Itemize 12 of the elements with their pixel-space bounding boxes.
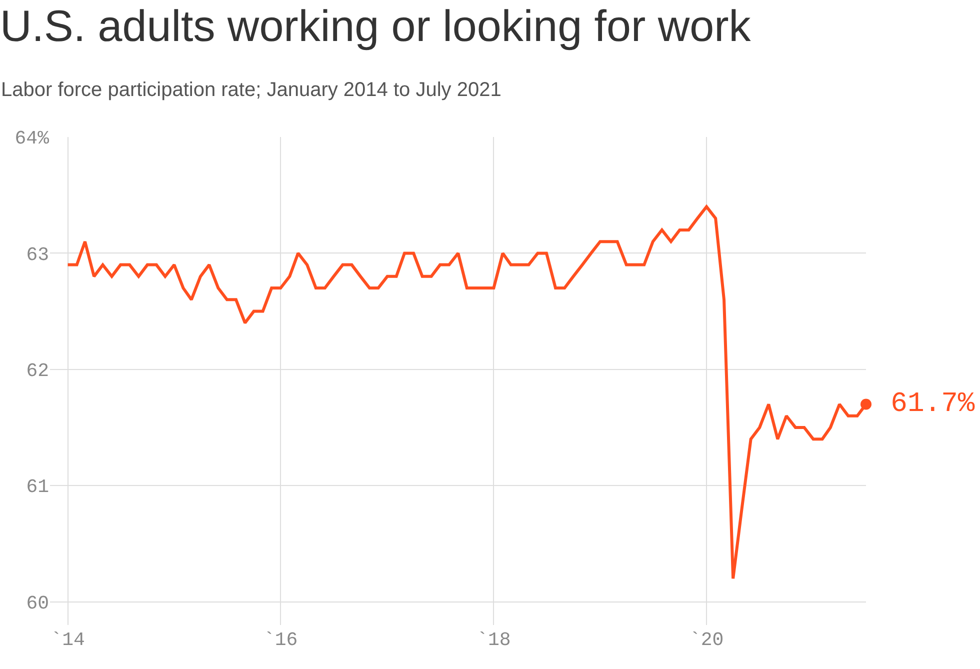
x-tick-label: `20 bbox=[689, 629, 724, 651]
y-tick-label: 60 bbox=[26, 592, 49, 614]
y-tick-label: 61 bbox=[26, 476, 49, 498]
x-tick-label: `14 bbox=[50, 629, 85, 651]
chart-title: U.S. adults working or looking for work bbox=[0, 2, 752, 51]
x-tick-label: `16 bbox=[263, 629, 298, 651]
y-tick-label: 64% bbox=[14, 128, 50, 150]
chart-subtitle: Labor force participation rate; January 2014 to July 2021 bbox=[1, 79, 502, 101]
x-tick-label: `18 bbox=[476, 629, 511, 651]
y-tick-label: 62 bbox=[26, 360, 49, 382]
y-tick-label: 63 bbox=[26, 244, 49, 266]
annotation: 61.7% bbox=[874, 389, 975, 420]
